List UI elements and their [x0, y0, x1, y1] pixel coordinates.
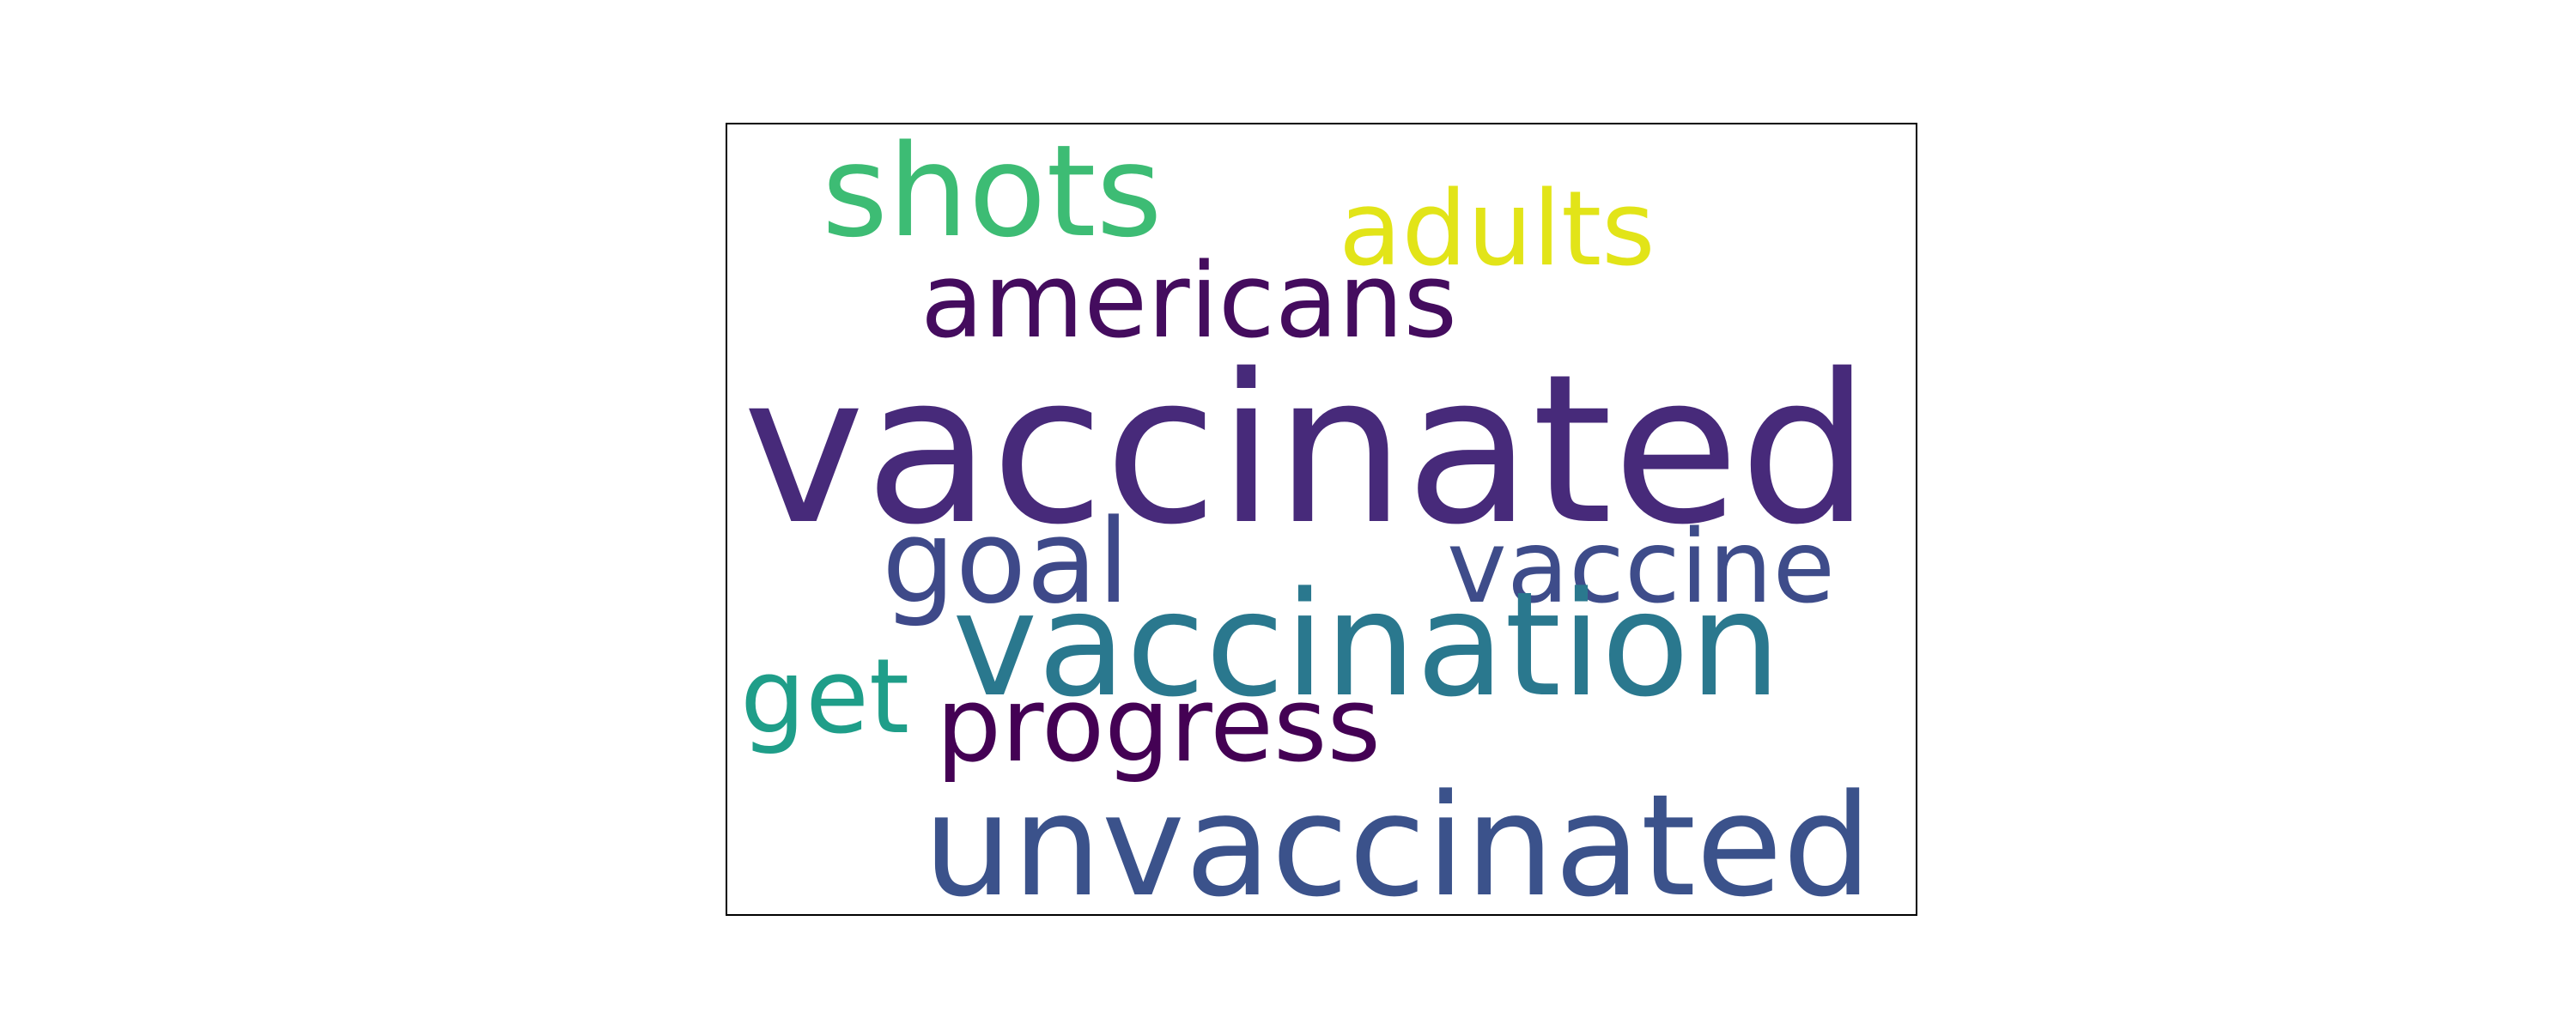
- word-americans: americans: [920, 242, 1458, 361]
- word-get: get: [740, 638, 910, 757]
- word-progress: progress: [936, 666, 1382, 785]
- word-vaccination: vaccination: [952, 560, 1782, 729]
- word-adults: adults: [1339, 170, 1656, 289]
- word-vaccine: vaccine: [1447, 507, 1836, 626]
- word-vaccinated: vaccinated: [743, 330, 1870, 570]
- word-shots: shots: [822, 118, 1163, 265]
- word-unvaccinated: unvaccinated: [923, 764, 1873, 928]
- word-goal: goal: [882, 494, 1130, 629]
- word-cloud-frame: shots adults americans vaccinated goal v…: [726, 118, 1917, 928]
